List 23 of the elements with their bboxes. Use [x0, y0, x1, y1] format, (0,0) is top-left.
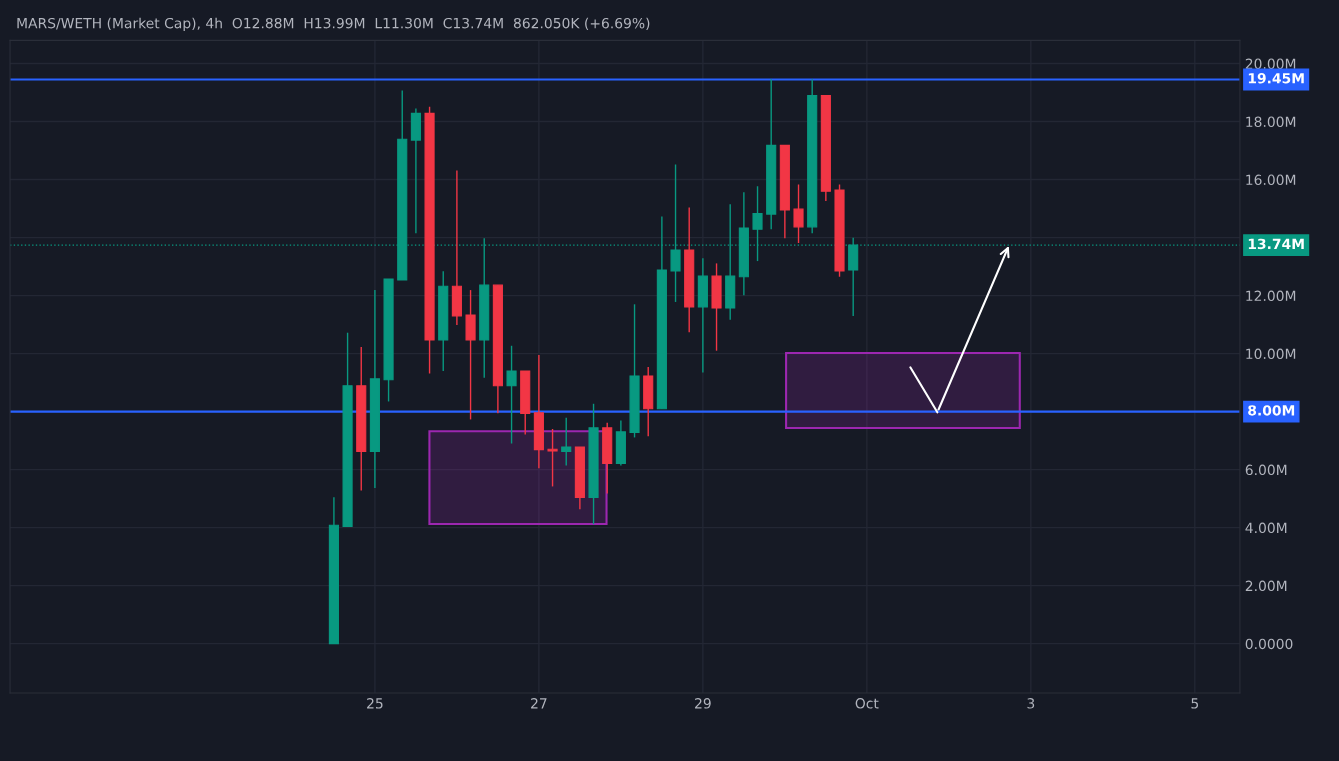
y-tick-label: 6.00M: [1245, 464, 1287, 476]
y-tick-label: 0.0000: [1245, 638, 1293, 650]
chart-title: MARS/WETH (Market Cap), 4h O12.88M H13.99M L11.30M C13.74M 862.050K (+6.69%): [17, 17, 650, 32]
y-tick-label: 4.00M: [1245, 522, 1287, 534]
ref-line-label: 8.00M: [1248, 405, 1295, 416]
x-tick-label: 29: [695, 698, 711, 709]
x-tick-label: 3: [1027, 698, 1035, 709]
candlestick: [506, 345, 517, 445]
x-tick-label: 27: [531, 698, 547, 709]
x-tick-label: 25: [367, 698, 383, 709]
candlestick: [561, 417, 572, 467]
candlestick: [793, 183, 804, 244]
ref-line-label: 19.45M: [1248, 73, 1304, 84]
ref-line-label: 13.74M: [1248, 238, 1304, 250]
y-tick-label: 20.00M: [1245, 58, 1296, 70]
y-tick-label: 10.00M: [1246, 348, 1296, 360]
y-tick-label: 18.00M: [1246, 116, 1296, 128]
x-tick-label: Oct: [855, 698, 879, 709]
candlestick: [547, 428, 558, 488]
y-tick-label: 2.00M: [1245, 580, 1287, 592]
y-tick-label: 16.00M: [1246, 174, 1296, 186]
x-tick-label: 5: [1191, 698, 1199, 709]
y-tick-label: 12.00M: [1246, 290, 1296, 302]
